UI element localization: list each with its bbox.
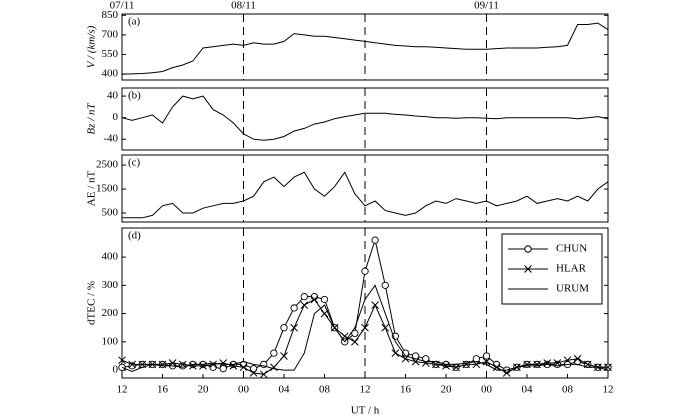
y-axis-label: V / (km/s) [86,25,98,68]
marker [371,301,379,309]
marker [168,359,177,367]
x-tick-label: 16 [400,384,412,396]
x-tick-label: 12 [360,384,371,396]
marker [351,329,359,338]
marker [391,349,400,357]
marker [320,295,329,304]
y-axis-label: Bz / nT [86,103,98,135]
marker [249,365,258,373]
legend-label: HLAR [556,263,587,275]
y-axis-label: dTEC / % [86,281,98,325]
marker [351,337,359,346]
panel-label: (b) [128,90,141,102]
x-tick-label: 20 [441,384,453,396]
marker [523,360,531,369]
marker [219,365,227,373]
y-tick-label: 300 [102,279,119,291]
marker [533,360,541,369]
panel-label: (d) [128,230,141,242]
marker [290,323,298,332]
marker [452,363,460,372]
y-tick-label: 400 [102,68,119,80]
marker [361,323,369,332]
panel-label: (c) [128,157,141,169]
x-tick-label: 04 [279,384,291,396]
data-line [122,171,609,219]
marker [573,354,582,363]
y-tick-label: 500 [102,207,119,219]
y-tick-label: 550 [102,48,119,60]
marker [310,295,319,304]
marker [492,363,501,372]
x-tick-label: 08 [319,384,331,396]
marker [270,349,278,357]
y-axis-label: AE / nT [86,171,98,207]
y-tick-label: 700 [102,28,119,40]
marker [543,359,552,367]
marker [189,361,197,370]
marker [118,356,126,365]
marker [300,292,308,301]
y-tick-label: 0 [113,111,119,123]
marker [371,236,379,244]
y-tick-label: 850 [102,9,119,21]
date-label: 09/11 [474,0,499,12]
x-tick-label: 12 [117,384,128,396]
data-line [121,22,609,75]
y-tick-label: 100 [102,335,119,347]
marker [219,359,228,367]
marker [239,363,248,372]
y-tick-label: 2500 [96,159,119,171]
marker [118,363,126,371]
y-tick-label: -40 [103,133,118,145]
marker [381,323,390,332]
marker [361,267,369,275]
y-tick-label: 200 [102,307,119,319]
x-tick-label: 00 [238,384,250,396]
x-tick-label: 12 [603,384,614,396]
marker [290,304,298,312]
date-label: 08/11 [231,0,256,12]
marker [381,281,389,289]
x-tick-label: 04 [522,384,534,396]
marker [280,352,288,360]
marker [158,360,167,369]
marker [199,361,207,370]
marker [209,360,217,369]
marker [462,360,471,369]
x-tick-label: 20 [198,384,210,396]
marker [563,356,572,365]
marker [280,324,288,332]
marker [482,352,491,360]
legend-marker [524,245,532,253]
date-label: 07/11 [110,0,135,12]
y-tick-label: 400 [102,251,119,263]
marker [128,360,136,369]
x-axis-label: UT / h [351,405,380,417]
x-tick-label: 16 [157,384,169,396]
marker [300,301,309,309]
marker [472,355,481,363]
panel-label: (a) [128,16,141,28]
legend-label: CHUN [556,243,587,255]
y-tick-label: 1500 [96,183,119,195]
legend-marker [524,265,532,273]
data-line [121,284,609,373]
data-line [121,95,609,141]
marker [259,370,268,379]
x-tick-label: 08 [562,384,574,396]
marker [249,369,258,377]
y-tick-label: 0 [113,364,119,376]
legend-label: URUM [556,283,589,295]
marker [270,363,278,372]
x-tick-label: 00 [481,384,493,396]
y-tick-label: 40 [107,90,119,102]
